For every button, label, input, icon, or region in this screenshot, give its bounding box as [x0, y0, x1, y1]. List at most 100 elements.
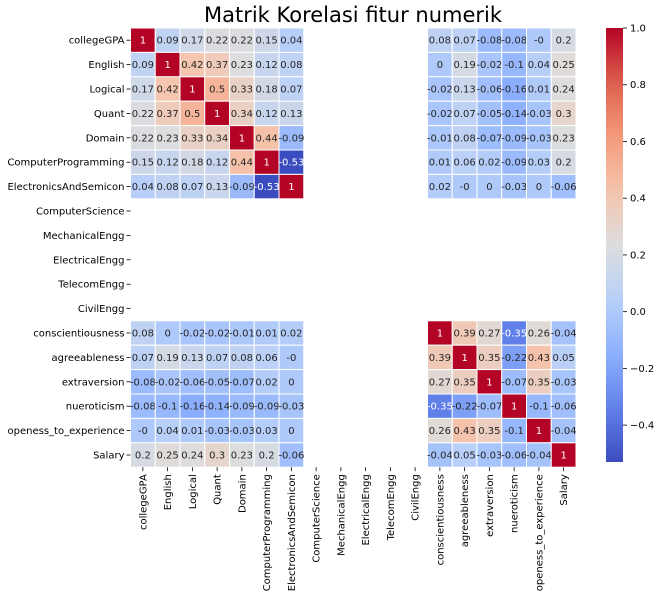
cell-value-label: 0.22	[206, 36, 228, 47]
heatmap-cell	[278, 149, 305, 175]
heatmap-cell	[476, 76, 503, 102]
x-tick-label: openess_to_experience	[534, 474, 545, 591]
cell-value-label: 0.02	[478, 158, 500, 169]
cell-value-label: 0.27	[478, 329, 500, 340]
y-tick-label: conscientiousness	[33, 329, 124, 340]
heatmap-cell	[476, 149, 503, 175]
cell-value-label: -0.14	[501, 109, 527, 120]
cell-value-label: -0.06	[551, 182, 577, 193]
cell-value-label: -0.01	[229, 329, 255, 340]
cell-value-label: -0.02	[476, 60, 502, 71]
x-tick-label: collegeGPA	[138, 474, 149, 530]
cell-value-label: 0.35	[478, 353, 500, 364]
heatmap-cell	[204, 173, 230, 200]
cell-value-label: 0.09	[156, 36, 178, 47]
x-tick-label: English	[163, 474, 174, 510]
heatmap-cell	[179, 369, 206, 395]
heatmap-cell	[253, 320, 280, 346]
heatmap-cell	[501, 344, 527, 371]
heatmap-cell	[278, 125, 305, 151]
cell-value-label: -0.08	[476, 36, 502, 47]
cell-value-label: -0.01	[427, 133, 453, 144]
heatmap-cell	[278, 173, 305, 200]
y-tick-label: ElectronicsAndSemicon	[7, 182, 124, 193]
cell-value-label: 0.08	[156, 182, 178, 193]
x-tick-label: Quant	[213, 474, 224, 505]
heatmap-cell	[253, 344, 280, 371]
cell-value-label: 0.44	[231, 158, 253, 169]
cell-value-label: 1	[560, 451, 566, 462]
heatmap-cell	[526, 320, 552, 346]
cell-value-label: 0.04	[280, 36, 302, 47]
cell-value-label: 0.26	[429, 426, 451, 437]
heatmap-cell	[476, 173, 503, 200]
heatmap-cell	[253, 27, 280, 53]
cell-value-label: 0.3	[209, 451, 225, 462]
cell-value-label: -0.09	[229, 182, 255, 193]
y-tick-label: ComputerScience	[36, 207, 124, 218]
cell-value-label: -0.09	[501, 133, 527, 144]
heatmap-cell	[501, 100, 527, 127]
cell-value-label: 1	[288, 182, 294, 193]
cell-value-label: -0.09	[501, 158, 527, 169]
x-tick-label: ComputerScience	[312, 474, 323, 562]
cell-value-label: 0.23	[231, 60, 253, 71]
cell-value-label: 0.39	[453, 329, 475, 340]
cell-value-label: 0.04	[528, 60, 550, 71]
chart-title: Matrik Korelasi fitur numerik	[204, 3, 503, 27]
cell-value-label: 0.07	[453, 36, 475, 47]
heatmap-cell	[550, 320, 577, 346]
heatmap-cell	[451, 149, 478, 175]
cell-value-label: 0.12	[156, 158, 178, 169]
colorbar-tick-label: 0.2	[630, 250, 646, 261]
cell-value-label: -0.14	[204, 402, 230, 413]
y-tick-label: Logical	[89, 85, 124, 96]
cell-value-label: 0.01	[255, 329, 277, 340]
heatmap-cell	[476, 442, 503, 468]
heatmap-cell	[179, 76, 206, 102]
cell-value-label: 1	[536, 426, 542, 437]
x-tick-label: Domain	[237, 474, 248, 513]
cell-value-label: -0.07	[229, 377, 255, 388]
cell-value-label: -0.03	[278, 402, 304, 413]
heatmap-cell	[278, 51, 305, 78]
cell-value-label: 0.19	[453, 60, 475, 71]
heatmap-cell	[154, 149, 181, 175]
heatmap-cell	[204, 149, 230, 175]
cell-value-label: 0.07	[280, 85, 302, 96]
cell-value-label: 0.22	[231, 36, 253, 47]
heatmap-cell	[451, 393, 478, 419]
cell-value-label: -0	[286, 353, 296, 364]
cell-value-label: 0.01	[181, 426, 203, 437]
cell-value-label: 0	[536, 182, 542, 193]
heatmap-cell	[476, 369, 503, 395]
cell-value-label: 0.2	[556, 36, 572, 47]
cell-value-label: 0.18	[255, 85, 277, 96]
heatmap-cell	[253, 442, 280, 468]
heatmap-cell	[154, 393, 181, 419]
heatmap-cell	[526, 369, 552, 395]
cell-value-label: 0.08	[132, 329, 154, 340]
x-tick-label: ElectricalEngg	[361, 474, 372, 545]
cell-value-label: 0.24	[552, 85, 574, 96]
cell-value-label: -0.16	[501, 85, 527, 96]
heatmap-cell	[501, 369, 527, 395]
cell-value-label: 0.22	[132, 133, 154, 144]
heatmap-cell	[229, 76, 255, 102]
cell-value-label: 0.5	[184, 109, 200, 120]
cell-value-label: 0.13	[453, 85, 475, 96]
cell-value-label: -0.1	[504, 60, 524, 71]
heatmap-cell	[526, 100, 552, 127]
cell-value-label: 0.02	[280, 329, 302, 340]
cell-value-label: -0.05	[476, 109, 502, 120]
heatmap-cell	[427, 51, 453, 78]
heatmap-cell	[278, 369, 305, 395]
cell-value-label: 0.07	[206, 353, 228, 364]
x-tick-label: conscientiousness	[435, 474, 446, 565]
cell-value-label: 0.06	[255, 353, 277, 364]
x-tick-label: MechanicalEngg	[336, 474, 347, 556]
heatmap-cell	[501, 320, 527, 346]
cell-value-label: 0.09	[132, 60, 154, 71]
cell-value-label: -0.1	[504, 426, 524, 437]
colorbar-tick-label: 0.6	[630, 137, 646, 148]
